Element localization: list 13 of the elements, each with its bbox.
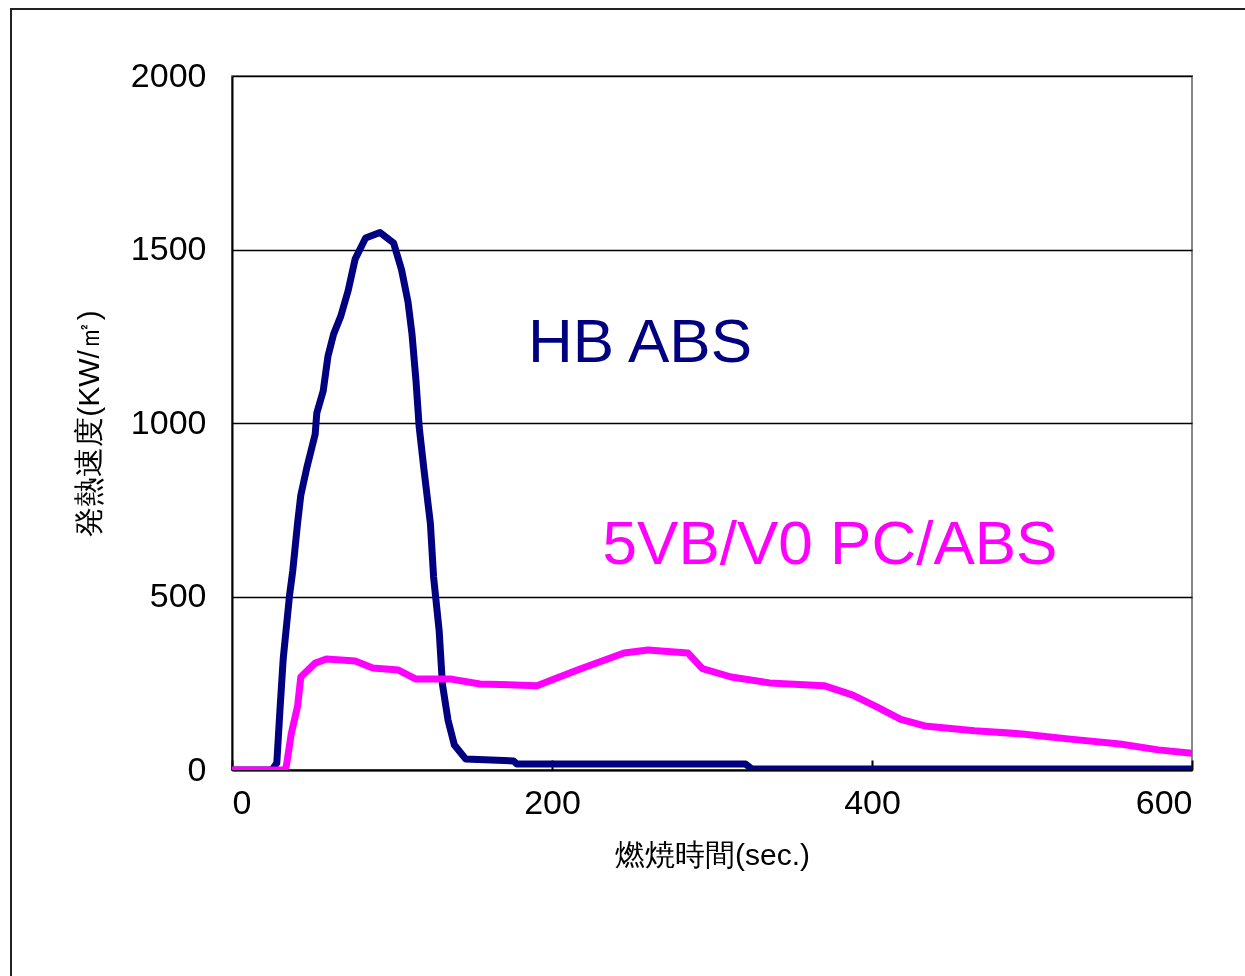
y-tick-label: 1000: [130, 402, 207, 441]
y-tick-label: 500: [149, 576, 207, 614]
x-axis-title: 燃焼時間(sec.): [615, 837, 810, 871]
x-tick-label: 400: [844, 782, 901, 821]
y-tick-label: 2000: [130, 55, 207, 94]
x-tick-label: 0: [232, 782, 252, 821]
series-label: HB ABS: [528, 306, 752, 375]
y-tick-label: 1500: [130, 229, 207, 267]
series-label: 5VB/V0 PC/ABS: [602, 508, 1058, 577]
x-tick-label: 200: [524, 782, 581, 821]
y-tick-label: 0: [187, 749, 207, 788]
x-tick-label: 600: [1135, 782, 1193, 821]
y-axis-title: 発熱速度(KW/㎡): [71, 310, 105, 537]
